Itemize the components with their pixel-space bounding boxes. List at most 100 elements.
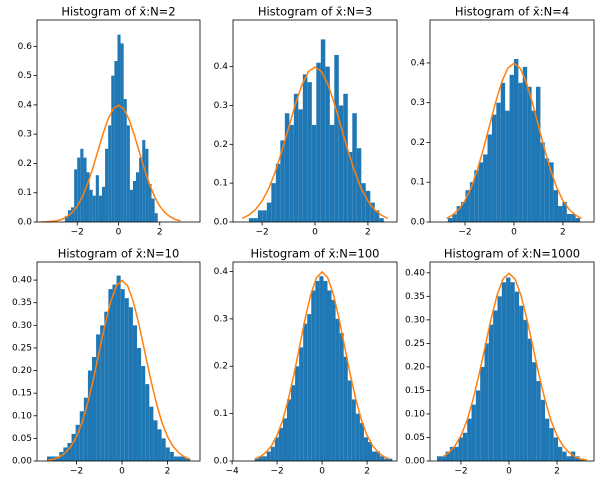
- x-tick-label: 0: [506, 467, 512, 477]
- histogram-bar: [173, 456, 178, 461]
- histogram-bar: [286, 399, 292, 461]
- histogram-bar: [379, 218, 384, 222]
- histogram-bar: [445, 451, 450, 461]
- histogram-bar: [114, 60, 118, 222]
- histogram-bar: [323, 280, 328, 461]
- histogram-bar: [299, 347, 304, 461]
- histogram-bar: [149, 406, 154, 461]
- histogram-bar: [145, 148, 149, 222]
- histogram-bar: [549, 428, 554, 461]
- histogram-bar: [298, 109, 303, 222]
- histogram-bar: [280, 140, 285, 222]
- histogram-bar: [376, 451, 381, 461]
- histogram-bar: [527, 338, 533, 461]
- subplot: 0.00 0.05 0.10 0.15 0.20 0.25 0.30 0.35 0.40 −2 0 2…: [405, 247, 595, 477]
- histogram-bar: [120, 43, 124, 222]
- plot-area: [254, 270, 393, 461]
- histogram-bar: [380, 456, 385, 461]
- histogram-bar: [465, 190, 470, 222]
- histogram-bar: [331, 299, 336, 461]
- y-tick-label: 0.2: [411, 138, 425, 148]
- y-tick-label: 0.10: [405, 409, 425, 419]
- histogram-bar: [474, 170, 479, 222]
- y-tick-label: 0.15: [405, 386, 425, 396]
- y-tick-label: 0.40: [405, 268, 425, 278]
- histogram-bar: [169, 451, 174, 461]
- histogram-bar: [335, 318, 340, 461]
- histogram-bar: [531, 110, 536, 222]
- histogram-bar: [361, 183, 366, 222]
- histogram-bar: [553, 190, 559, 222]
- histogram-bar: [518, 82, 523, 222]
- histogram-bar: [186, 458, 191, 461]
- y-tick-label: 0.00: [12, 457, 32, 467]
- subplot-title: Histogram of x̄:N=10: [58, 247, 180, 261]
- histogram-bar: [488, 324, 494, 461]
- histogram-bar: [454, 446, 459, 461]
- plot-area: [47, 275, 191, 461]
- histogram-bar: [311, 124, 317, 222]
- x-tick-label: 0: [312, 228, 318, 238]
- subplot: 0.0 0.1 0.2 0.3 0.4 0.5 0.6 −2 0 2 Histogram of x̄…: [18, 5, 201, 238]
- subplot-title: Histogram of x̄:N=100: [251, 247, 380, 261]
- histogram-bar: [338, 105, 344, 222]
- y-tick-label: 0.0: [214, 457, 229, 467]
- histogram-bar: [275, 163, 281, 222]
- x-tick-label: 0: [119, 467, 125, 477]
- histogram-bar: [128, 307, 133, 461]
- histogram-bar: [475, 390, 481, 461]
- histogram-bar: [262, 456, 267, 461]
- histogram-bar: [151, 198, 155, 222]
- histogram-bar: [154, 213, 158, 222]
- y-tick-label: 0.40: [12, 276, 32, 286]
- y-tick-label: 0.4: [214, 267, 229, 277]
- x-tick-label: 2: [157, 228, 163, 238]
- x-tick-label: −4: [225, 467, 239, 477]
- histogram-bar: [123, 99, 127, 222]
- y-tick-label: 0.4: [214, 62, 229, 72]
- histogram-bar: [506, 277, 511, 461]
- histogram-bar: [75, 424, 80, 461]
- histogram-bar: [363, 437, 368, 461]
- subplot: 0.0 0.1 0.2 0.3 0.4 −4 −2 0 2 Histogram of x̄:N=1…: [214, 247, 398, 477]
- histogram-bar: [80, 148, 84, 222]
- histogram-bar: [388, 458, 393, 461]
- x-tick-label: 2: [560, 228, 566, 238]
- histogram-bar: [278, 427, 283, 461]
- histogram-bar: [105, 148, 109, 222]
- histogram-bar: [55, 456, 60, 461]
- y-tick-label: 0.6: [18, 42, 33, 52]
- y-tick-label: 0.30: [405, 315, 425, 325]
- x-tick-label: 2: [165, 467, 171, 477]
- density-curve: [446, 62, 582, 220]
- x-tick-label: −2: [454, 467, 467, 477]
- y-tick-label: 0.2: [18, 159, 32, 169]
- histogram-bar: [100, 325, 105, 461]
- histogram-bar: [307, 82, 312, 222]
- histogram-bar: [302, 74, 308, 222]
- histogram-bar: [111, 75, 115, 222]
- subplot-title: Histogram of x̄:N=3: [258, 5, 372, 19]
- histogram-bar: [92, 195, 96, 222]
- density-curve: [442, 272, 588, 461]
- x-tick-label: 2: [365, 228, 371, 238]
- histogram-bar: [329, 124, 335, 222]
- histogram-bar: [370, 202, 375, 222]
- y-tick-label: 0.0: [214, 218, 229, 228]
- y-tick-label: 0.35: [405, 292, 425, 302]
- histogram-bar: [566, 456, 571, 461]
- axes-frame: [232, 261, 398, 462]
- histogram-bar: [497, 296, 502, 461]
- y-tick-label: 0.5: [18, 71, 32, 81]
- histogram-bar: [148, 183, 152, 222]
- histogram-bar: [549, 162, 554, 222]
- y-tick-label: 0.30: [12, 321, 32, 331]
- y-tick-label: 0.1: [214, 179, 228, 189]
- histogram-bar: [510, 282, 515, 461]
- histogram-bar: [461, 202, 466, 222]
- histogram-bar: [161, 438, 166, 461]
- histogram-bar: [372, 451, 377, 461]
- y-tick-label: 0.2: [214, 140, 228, 150]
- histogram-bar: [95, 175, 99, 222]
- histogram-bar: [545, 418, 550, 461]
